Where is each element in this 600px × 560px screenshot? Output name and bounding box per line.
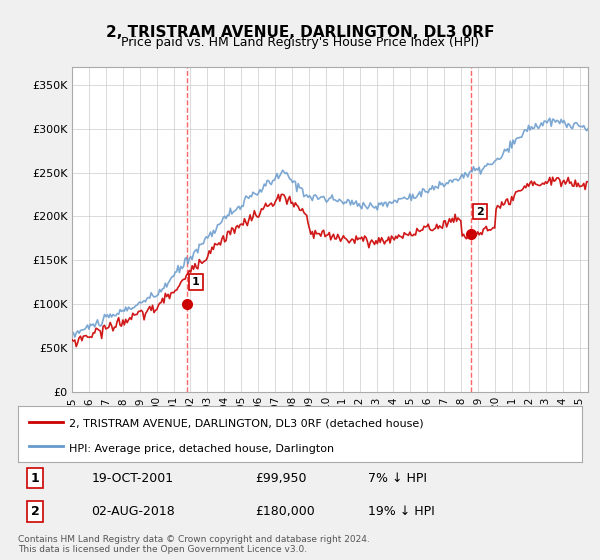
Text: 1: 1	[31, 472, 39, 484]
Text: 1: 1	[192, 277, 200, 287]
Text: 7% ↓ HPI: 7% ↓ HPI	[368, 472, 427, 484]
Text: 19-OCT-2001: 19-OCT-2001	[91, 472, 173, 484]
Text: 2: 2	[31, 505, 39, 518]
Text: 2, TRISTRAM AVENUE, DARLINGTON, DL3 0RF: 2, TRISTRAM AVENUE, DARLINGTON, DL3 0RF	[106, 25, 494, 40]
Text: £99,950: £99,950	[255, 472, 307, 484]
Text: 2: 2	[476, 207, 484, 217]
Text: 19% ↓ HPI: 19% ↓ HPI	[368, 505, 434, 518]
Text: 2, TRISTRAM AVENUE, DARLINGTON, DL3 0RF (detached house): 2, TRISTRAM AVENUE, DARLINGTON, DL3 0RF …	[69, 419, 424, 429]
Text: Contains HM Land Registry data © Crown copyright and database right 2024.
This d: Contains HM Land Registry data © Crown c…	[18, 535, 370, 554]
Text: Price paid vs. HM Land Registry's House Price Index (HPI): Price paid vs. HM Land Registry's House …	[121, 36, 479, 49]
Text: 02-AUG-2018: 02-AUG-2018	[91, 505, 175, 518]
Text: £180,000: £180,000	[255, 505, 314, 518]
Text: HPI: Average price, detached house, Darlington: HPI: Average price, detached house, Darl…	[69, 444, 334, 454]
